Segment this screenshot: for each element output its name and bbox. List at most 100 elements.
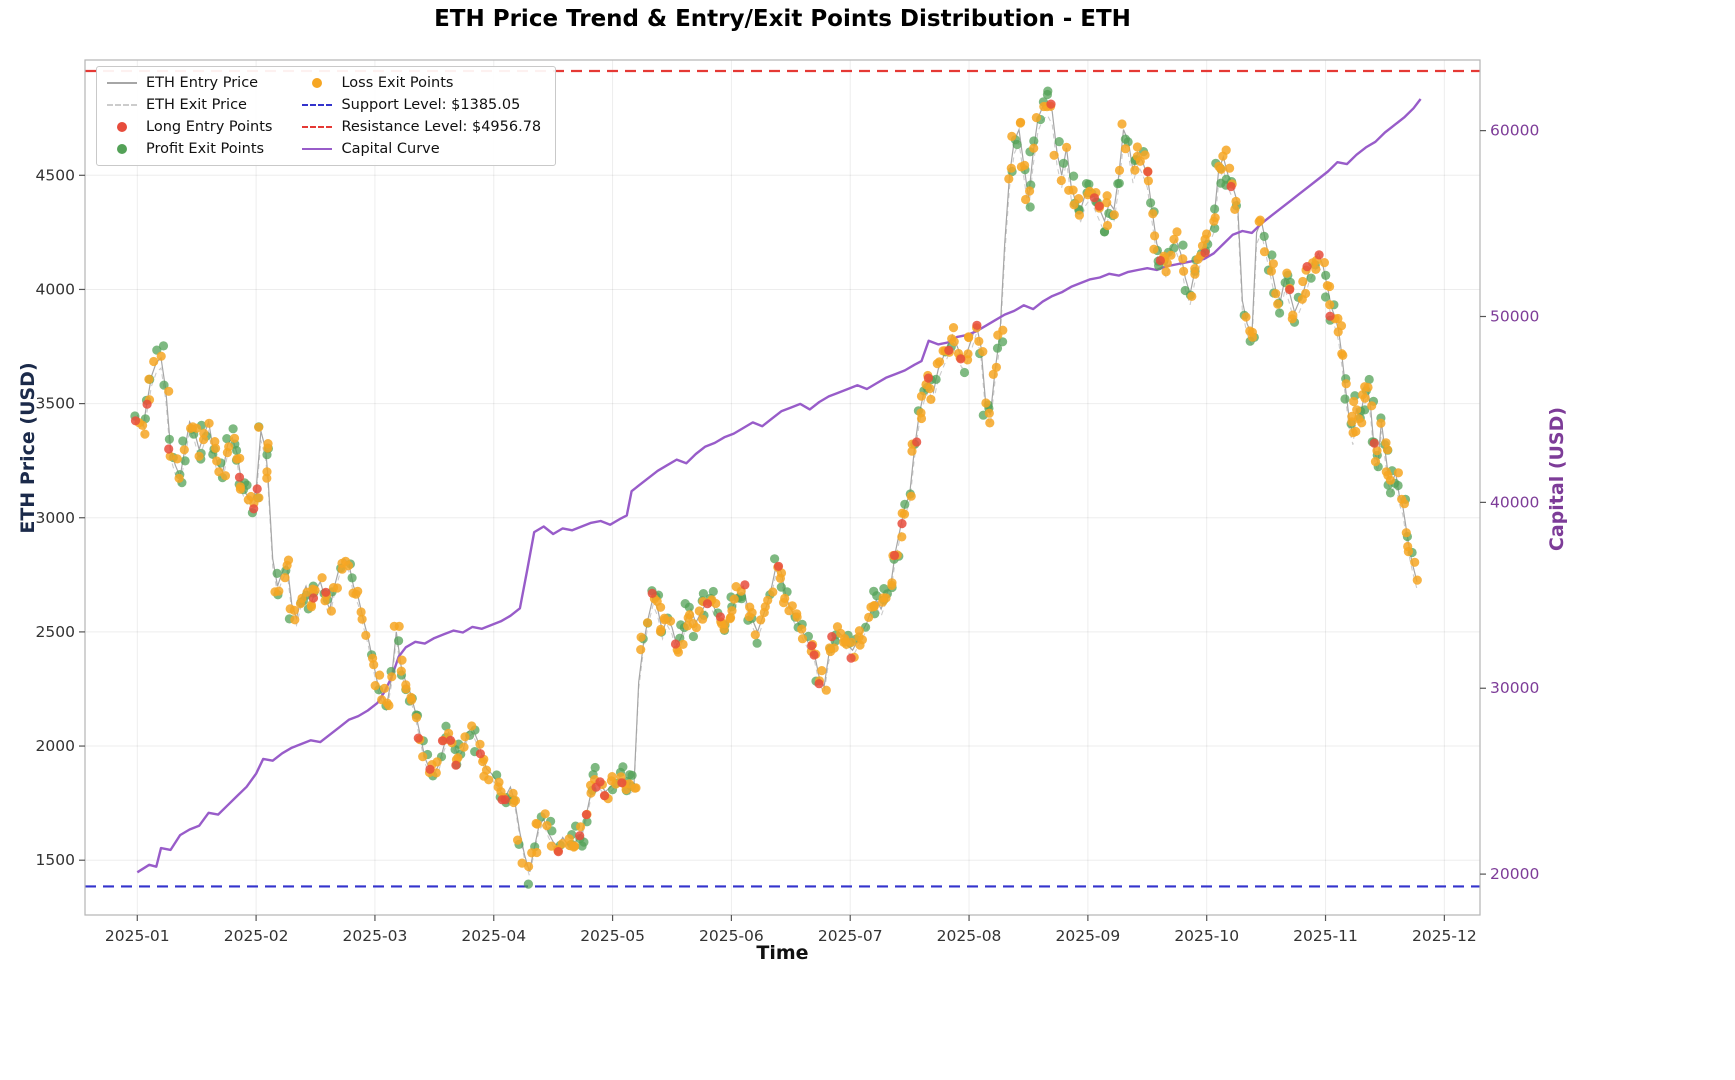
scatter-point <box>1314 250 1324 260</box>
scatter-point <box>220 471 231 481</box>
scatter-point <box>974 336 984 346</box>
scatter-point <box>1247 327 1257 337</box>
scatter-point <box>694 606 704 616</box>
legend-item-label: Loss Exit Points <box>341 74 454 91</box>
scatter-point <box>678 639 688 650</box>
scatter-point <box>347 573 357 583</box>
scatter-point <box>685 610 695 620</box>
scatter-point <box>708 586 718 597</box>
scatter-point <box>441 721 451 731</box>
scatter-point <box>869 601 879 611</box>
scatter-point <box>1149 244 1159 254</box>
scatter-point <box>199 435 209 445</box>
scatter-point <box>887 580 897 591</box>
scatter-point <box>1109 210 1119 220</box>
scatter-point <box>180 456 190 466</box>
x-tick-label: 2025-04 <box>461 927 526 945</box>
scatter-point <box>1042 89 1052 100</box>
scatter-point <box>618 762 628 772</box>
scatter-point <box>959 367 970 378</box>
scatter-point <box>1155 255 1165 266</box>
scatter-point <box>500 795 510 805</box>
scatter-point <box>494 777 504 787</box>
scatter-point <box>1089 193 1099 203</box>
scatter-point <box>1029 143 1039 153</box>
scatter-point <box>981 398 991 408</box>
scatter-point <box>1393 480 1403 491</box>
scatter-point <box>1031 113 1041 123</box>
x-tick-label: 2025-05 <box>580 927 645 945</box>
scatter-point <box>317 573 327 583</box>
scatter-point <box>775 573 786 584</box>
scatter-point <box>647 588 657 599</box>
scatter-point <box>1351 426 1361 437</box>
scatter-point <box>1352 405 1362 415</box>
scatter-point <box>595 777 605 787</box>
scatter-point <box>763 595 773 605</box>
scatter-point <box>308 593 319 603</box>
y-left-tick-label: 4000 <box>36 280 75 298</box>
scatter-point <box>1382 445 1393 455</box>
scatter-point <box>262 467 272 477</box>
scatter-point <box>413 733 423 743</box>
scatter-point <box>1369 438 1379 448</box>
scatter-point <box>394 621 404 632</box>
scatter-point <box>523 879 534 889</box>
scatter-point <box>1020 160 1030 170</box>
scatter-point <box>1094 201 1104 211</box>
scatter-point <box>656 602 666 612</box>
scatter-point <box>1325 311 1335 321</box>
scatter-point <box>306 602 316 612</box>
scatter-point <box>290 615 300 625</box>
legend-line-swatch <box>302 147 333 150</box>
scatter-point <box>142 399 152 409</box>
scatter-point <box>846 637 857 647</box>
x-tick-label: 2025-06 <box>699 927 764 945</box>
scatter-point <box>394 636 404 646</box>
scatter-point <box>282 560 292 571</box>
scatter-point <box>807 641 817 651</box>
scatter-point <box>719 624 729 634</box>
scatter-point <box>1354 414 1364 424</box>
scatter-point <box>379 683 390 694</box>
scatter-point <box>1102 198 1112 208</box>
scatter-point <box>1135 156 1145 166</box>
scatter-point <box>1166 250 1176 260</box>
scatter-point <box>1102 191 1112 201</box>
legend-item-label: Profit Exit Points <box>146 140 265 157</box>
scatter-point <box>688 619 698 629</box>
y-left-tick-label: 2000 <box>36 737 75 755</box>
scatter-point <box>750 630 760 640</box>
scatter-point <box>756 615 766 625</box>
scatter-point <box>310 585 320 595</box>
scatter-point <box>164 444 174 454</box>
scatter-point <box>897 508 907 518</box>
scatter-point <box>998 325 1008 335</box>
scatter-point <box>1209 216 1219 226</box>
scatter-point <box>492 770 502 780</box>
scatter-point <box>1210 204 1220 214</box>
scatter-point <box>297 593 307 604</box>
x-axis-label: Time <box>756 942 809 964</box>
scatter-point <box>1370 457 1381 467</box>
scatter-point <box>1114 178 1124 188</box>
y-axis-left-label: ETH Price (USD) <box>17 362 39 534</box>
scatter-point <box>984 408 994 418</box>
scatter-point <box>698 589 709 599</box>
scatter-point <box>1202 229 1212 239</box>
scatter-point <box>343 561 354 571</box>
scatter-point <box>508 788 518 799</box>
scatter-point <box>481 765 492 775</box>
plot-border <box>84 59 1481 916</box>
scatter-point <box>630 783 640 793</box>
scatter-point <box>432 757 442 767</box>
scatter-point <box>846 653 856 663</box>
scatter-point <box>1074 210 1084 220</box>
scatter-point <box>1012 139 1022 150</box>
x-tick-label: 2025-08 <box>937 927 1002 945</box>
scatter-point <box>1255 215 1265 225</box>
scatter-point <box>387 672 397 682</box>
legend-line-swatch <box>107 81 137 84</box>
x-tick-label: 2025-02 <box>224 927 289 945</box>
